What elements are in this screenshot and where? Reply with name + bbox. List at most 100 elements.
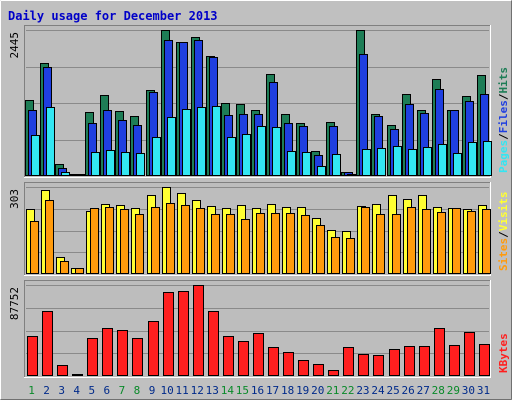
bar-pages [453,153,462,176]
legend-kbytes: KBytes [497,333,510,373]
bar-pages [468,142,477,176]
bar-pages [362,149,371,176]
bar-kbytes [117,330,128,376]
day-label: 24 [371,384,385,397]
bar-sites [181,205,190,274]
bar-kbytes [87,338,98,376]
bar-sites [346,238,355,274]
day-label: 27 [417,384,430,397]
day-label: 16 [251,384,264,397]
bar-kbytes [358,354,369,376]
bar-sites [301,215,310,274]
bar-sites [226,214,235,274]
legend-files: Files [497,100,510,133]
bar-pages [152,137,161,176]
bar-kbytes [389,349,400,376]
bar-sites [211,214,220,274]
bar-sites [407,207,416,274]
bar-sites [316,225,325,274]
day-label: 18 [281,384,294,397]
bar-kbytes [208,311,219,376]
bar-sites [105,207,114,274]
bar-sites [482,209,491,274]
bar-pages [408,149,417,176]
day-label: 26 [402,384,415,397]
day-label: 17 [266,384,279,397]
chart-panels: 2445Pages/Files/Hits303Sites/Visits87752… [8,25,510,378]
day-label: 25 [386,384,399,397]
bar-pages [287,151,296,176]
day-label: 8 [134,384,141,397]
bar-sites [75,268,84,274]
panel-legend: KBytes [497,333,510,373]
day-label: 7 [119,384,126,397]
day-label: 21 [326,384,339,397]
legend-hits: Hits [497,67,510,94]
bar-pages [438,144,447,176]
day-label: 22 [341,384,354,397]
bar-pages [61,172,70,176]
day-label: 28 [432,384,445,397]
bar-kbytes [268,347,279,376]
bar-kbytes [404,346,415,376]
bar-kbytes [193,285,204,376]
day-label: 13 [206,384,219,397]
bar-pages [347,174,356,176]
day-label: 19 [296,384,309,397]
bar-sites [331,237,340,274]
bar-pages [106,150,115,176]
bar-sites [467,211,476,274]
day-label: 1 [28,384,35,397]
bar-kbytes [42,311,53,376]
bar-kbytes [283,352,294,376]
bar-sites [120,209,129,274]
day-label: 9 [149,384,156,397]
bar-kbytes [343,347,354,376]
bar-pages [167,117,176,176]
day-label: 29 [447,384,460,397]
bar-pages [302,152,311,176]
bar-pages [393,146,402,176]
day-label: 14 [221,384,235,397]
bar-kbytes [57,365,68,376]
ymax-label: 303 [8,189,21,209]
bar-sites [90,208,99,274]
panel-legend: Sites/Visits [497,192,510,272]
bar-sites [196,208,205,274]
bar-kbytes [479,344,490,376]
day-label: 11 [176,384,189,397]
legend-separator: / [497,93,510,100]
bar-pages [136,153,145,176]
bar-kbytes [373,355,384,376]
bar-pages [257,126,266,176]
bar-sites [30,221,39,274]
bar-pages [332,154,341,176]
bar-kbytes [148,321,159,376]
bar-kbytes [178,291,189,376]
bar-kbytes [132,338,143,376]
bar-pages [423,147,432,176]
bar-pages [31,135,40,176]
bar-kbytes [298,360,309,376]
bar-sites [256,213,265,274]
bar-sites [376,214,385,274]
legend-pages: Pages [497,140,510,173]
bar-pages [317,166,326,176]
legend-visits: Visits [497,192,510,232]
bar-pages [377,148,386,176]
bar-kbytes [223,336,234,376]
bar-kbytes [434,328,445,376]
legend-sites: Sites [497,238,510,271]
panel-visits: 303 Sites/Visits [8,182,510,276]
ymax-label: 2445 [8,32,21,59]
day-label: 15 [236,384,249,397]
bar-pages [272,127,281,176]
legend-separator: / [497,231,510,238]
day-labels: 1 2 3 4 5 6 7 8 9 10 11 12 13 14 15 16 17 18 19 20 21 22 23 24 2… [28,384,490,397]
bar-pages [76,174,85,176]
bar-sites [135,214,144,274]
bar-kbytes [72,374,83,376]
day-label: 23 [356,384,369,397]
bar-kbytes [419,346,430,376]
day-label: 4 [73,384,80,397]
